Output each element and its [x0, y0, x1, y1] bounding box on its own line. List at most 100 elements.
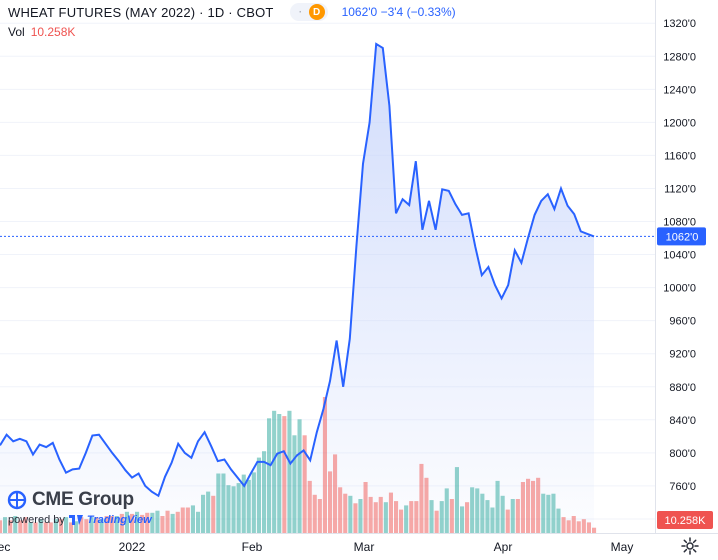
price-tick-label: 920'0: [669, 349, 696, 361]
price-tick-label: 1120'0: [664, 183, 696, 195]
volume-bar: [404, 505, 409, 533]
time-tick-label: May: [611, 540, 634, 554]
volume-bar: [449, 499, 454, 533]
volume-bar: [170, 513, 175, 533]
volume-bar: [343, 493, 348, 533]
volume-bar: [180, 507, 185, 533]
volume-bar: [551, 493, 556, 533]
time-tick-label: ec: [0, 540, 10, 554]
time-tick-label: Apr: [494, 540, 513, 554]
time-tick-label: 2022: [119, 540, 146, 554]
volume-bar: [216, 473, 221, 533]
volume-bar: [155, 510, 160, 533]
price-change-percent: (−0.33%): [406, 5, 456, 19]
volume-bar: [64, 517, 69, 533]
volume-bar: [201, 494, 206, 534]
volume-bar: [79, 517, 84, 533]
price-tick-label: 760'0: [669, 481, 696, 493]
volume-bar: [206, 491, 211, 533]
volume-bar: [302, 435, 307, 533]
volume-bar: [58, 519, 63, 533]
volume-bar: [135, 511, 140, 534]
volume-bar: [38, 519, 43, 533]
volume-bar: [526, 478, 531, 533]
volume-bar: [130, 513, 135, 533]
volume-bar: [515, 499, 520, 533]
volume-bar: [322, 397, 327, 533]
volume-bar: [99, 519, 104, 533]
volume-bar: [439, 501, 444, 533]
price-tick-label: 960'0: [669, 316, 696, 328]
price-tick-label: 1000'0: [663, 283, 696, 295]
price-tick-label: 1320'0: [663, 18, 696, 30]
volume-bar: [581, 519, 586, 533]
volume-bar: [262, 451, 267, 533]
volume-bar: [114, 516, 119, 533]
volume-bar: [388, 492, 393, 533]
volume-bar: [53, 519, 58, 533]
time-axis[interactable]: ec 2022 Feb Mar Apr May: [0, 540, 633, 554]
volume-bar: [13, 516, 18, 533]
volume-legend[interactable]: Vol 10.258K: [8, 25, 75, 39]
price-tick-label: 1080'0: [663, 217, 696, 229]
volume-bar: [480, 493, 485, 533]
price-tick-label: 1200'0: [663, 117, 696, 129]
volume-bar: [48, 522, 53, 533]
volume-bar: [69, 522, 74, 533]
volume-bar: [256, 457, 261, 533]
volume-bar: [307, 480, 312, 533]
volume-bar: [241, 474, 246, 533]
cme-group-logo[interactable]: CME Group: [6, 489, 134, 510]
volume-bar: [185, 507, 190, 533]
volume-bar: [520, 482, 525, 533]
volume-bar: [454, 467, 459, 533]
volume-bar: [414, 501, 419, 533]
last-volume-tag-label: 10.258K: [665, 515, 707, 527]
volume-bar: [282, 416, 287, 533]
volume-bar: [378, 496, 383, 533]
volume-bar: [556, 508, 561, 533]
powered-by[interactable]: powered by TradingView: [8, 514, 152, 526]
volume-bar: [140, 514, 145, 533]
volume-bar: [531, 480, 536, 533]
volume-bar: [368, 496, 373, 533]
last-volume-tag: [657, 511, 713, 529]
volume-bar: [124, 511, 129, 534]
market-status-badge[interactable]: · D: [289, 3, 328, 21]
last-quote: 1062'0 −3'4 (−0.33%): [342, 5, 456, 19]
volume-bar: [287, 410, 292, 533]
volume-bar: [175, 511, 180, 534]
volume-bar: [317, 499, 322, 533]
volume-bar: [409, 501, 414, 533]
volume-bar: [109, 516, 114, 533]
volume-bar: [576, 521, 581, 533]
volume-bar: [18, 520, 23, 533]
chart-header: WHEAT FUTURES (MAY 2022) · 1D · CBOT · D…: [8, 2, 456, 22]
volume-bar: [475, 488, 480, 533]
volume-bar: [104, 516, 109, 533]
volume-bar: [348, 495, 353, 533]
tradingview-label: TradingView: [86, 514, 152, 526]
volume-bar: [546, 494, 551, 534]
settings-gear-icon[interactable]: [680, 536, 700, 556]
volume-bar: [196, 511, 201, 534]
price-tick-label: 840'0: [669, 415, 696, 427]
volume-bar: [190, 505, 195, 533]
volume-bar: [510, 499, 515, 533]
price-axis[interactable]: 1320'0 1280'0 1240'0 1200'0 1160'0 1120'0 1080…: [663, 18, 696, 526]
volume-bar: [394, 501, 399, 533]
volume-bar: [267, 418, 272, 534]
market-closed-icon: ·: [298, 6, 303, 18]
volume-bar: [592, 527, 597, 533]
volume-bar: [165, 510, 170, 533]
symbol-title[interactable]: WHEAT FUTURES (MAY 2022) · 1D · CBOT: [8, 4, 274, 20]
volume-bar: [221, 473, 226, 533]
price-tick-label: 1040'0: [663, 250, 696, 262]
price-tick-label: 1240'0: [663, 84, 696, 96]
price-tick-label: 1280'0: [663, 51, 696, 63]
volume-bar: [0, 520, 3, 533]
volume-bar: [485, 500, 490, 533]
price-line: [0, 42, 595, 498]
volume-bar: [424, 477, 429, 534]
